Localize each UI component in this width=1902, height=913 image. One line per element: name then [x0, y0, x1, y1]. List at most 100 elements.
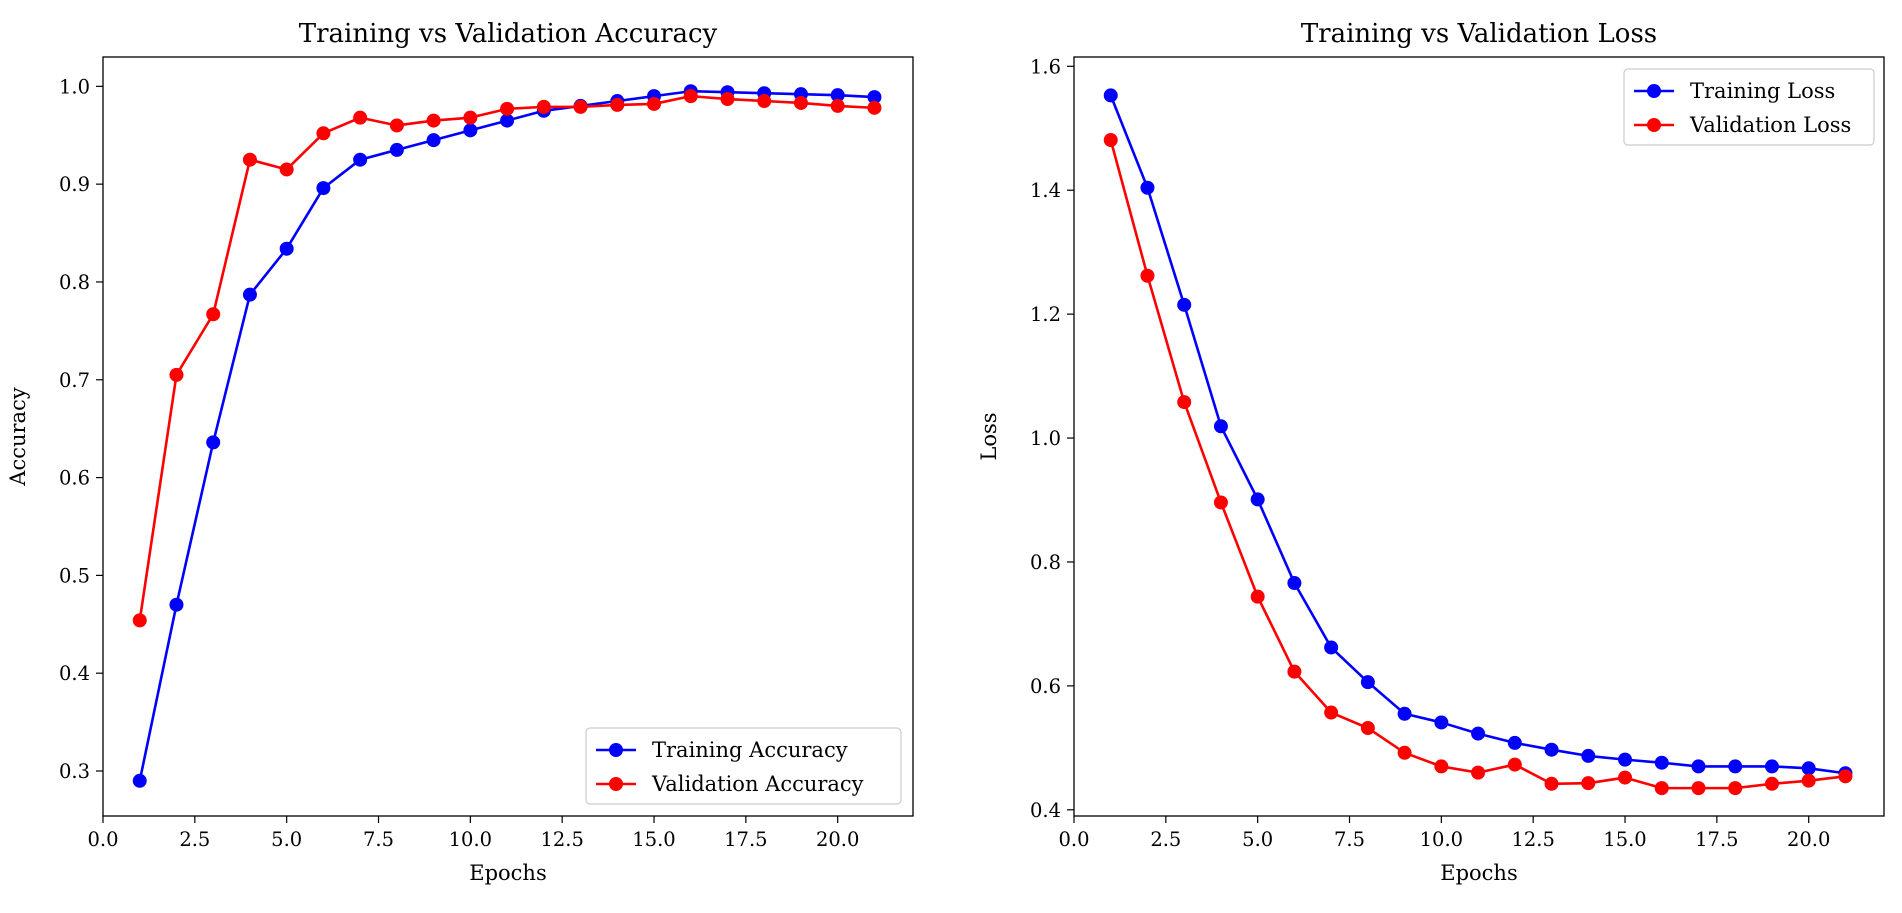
training-loss-legend-marker	[1647, 84, 1661, 98]
accuracy-x-axis-label: Epochs	[469, 861, 546, 885]
loss-plot-frame	[1073, 56, 1885, 817]
loss-y-tick-label: 1.4	[1030, 179, 1061, 202]
training-loss-point	[1360, 675, 1375, 690]
validation-loss-point	[1801, 773, 1816, 788]
training-loss-point	[1691, 759, 1706, 774]
loss-y-tick-label: 1.0	[1030, 427, 1061, 450]
validation-accuracy-point	[720, 92, 735, 107]
validation-loss-line	[1109, 139, 1846, 790]
validation-loss-point	[1250, 589, 1265, 604]
accuracy-legend: Training Accuracy Validation Accuracy	[585, 727, 902, 805]
validation-loss-point	[1434, 759, 1449, 774]
loss-chart-title: Training vs Validation Loss	[1301, 19, 1657, 49]
loss-x-tick-label: 17.5	[1695, 828, 1738, 851]
training-loss-point	[1287, 576, 1302, 591]
validation-accuracy-point	[242, 152, 257, 167]
accuracy-y-tick-label: 1.0	[59, 75, 90, 98]
loss-x-tick-label: 15.0	[1603, 828, 1646, 851]
validation-accuracy-line	[138, 94, 875, 621]
validation-loss-point	[1764, 776, 1779, 791]
validation-accuracy-point	[426, 113, 441, 128]
validation-loss-point	[1103, 133, 1118, 148]
validation-loss-point	[1360, 721, 1375, 736]
training-loss-point	[1397, 706, 1412, 721]
validation-accuracy-legend-label: Validation Accuracy	[651, 772, 864, 796]
training-loss-line	[1109, 94, 1846, 775]
training-loss-point	[1324, 640, 1339, 655]
accuracy-x-tick-label: 20.0	[816, 828, 859, 851]
training-loss-point	[1434, 715, 1449, 730]
validation-loss-point	[1140, 268, 1155, 283]
loss-y-tick-label: 0.4	[1030, 799, 1061, 822]
validation-accuracy-point	[279, 162, 294, 177]
validation-loss-point	[1324, 705, 1339, 720]
validation-loss-legend-marker	[1647, 118, 1661, 132]
training-accuracy-line	[138, 89, 875, 782]
validation-accuracy-point	[169, 367, 184, 382]
accuracy-x-tick-label: 17.5	[724, 828, 767, 851]
accuracy-x-tick-label: 10.0	[449, 828, 492, 851]
training-accuracy-point	[316, 181, 331, 196]
loss-x-tick-label: 5.0	[1242, 828, 1273, 851]
training-loss-point	[1801, 761, 1816, 776]
accuracy-x-tick-label: 5.0	[271, 828, 302, 851]
validation-accuracy-point	[132, 613, 147, 628]
validation-accuracy-point	[536, 99, 551, 114]
training-accuracy-point	[830, 88, 845, 103]
accuracy-chart-title: Training vs Validation Accuracy	[299, 19, 718, 49]
validation-loss-point	[1287, 664, 1302, 679]
training-loss-point	[1507, 735, 1522, 750]
validation-loss-point	[1581, 776, 1596, 791]
training-accuracy-point	[206, 435, 221, 450]
validation-accuracy-point	[353, 110, 368, 125]
validation-accuracy-point	[500, 101, 515, 116]
training-accuracy-legend-marker	[609, 743, 623, 757]
loss-y-tick-label: 0.8	[1030, 551, 1061, 574]
validation-loss-point	[1213, 495, 1228, 510]
accuracy-plot-frame	[102, 56, 914, 817]
training-loss-point	[1581, 748, 1596, 763]
accuracy-y-tick-label: 0.4	[59, 662, 90, 685]
training-accuracy-point	[169, 597, 184, 612]
training-accuracy-point	[500, 113, 515, 128]
loss-legend: Training Loss Validation Loss	[1623, 68, 1875, 146]
accuracy-legend-box	[585, 727, 902, 805]
training-accuracy-point	[132, 773, 147, 788]
validation-accuracy-point	[830, 98, 845, 113]
validation-loss-point	[1728, 781, 1743, 796]
validation-accuracy-point	[683, 89, 698, 104]
validation-accuracy-point	[647, 96, 662, 111]
validation-loss-point	[1471, 765, 1486, 780]
training-loss-point	[1728, 759, 1743, 774]
accuracy-x-tick-label: 2.5	[179, 828, 210, 851]
training-loss-point	[1618, 752, 1633, 767]
validation-accuracy-point	[389, 118, 404, 133]
training-accuracy-point	[353, 152, 368, 167]
training-loss-point	[1544, 742, 1559, 757]
loss-y-tick-label: 0.6	[1030, 675, 1061, 698]
accuracy-y-tick-label: 0.9	[59, 173, 90, 196]
training-loss-legend-label: Training Loss	[1690, 79, 1835, 103]
validation-accuracy-point	[793, 95, 808, 110]
validation-loss-legend-label: Validation Loss	[1689, 113, 1851, 137]
accuracy-y-tick-label: 0.6	[59, 467, 90, 490]
loss-legend-box	[1623, 68, 1875, 146]
validation-accuracy-point	[463, 110, 478, 125]
validation-loss-point	[1507, 757, 1522, 772]
loss-y-tick-label: 1.2	[1030, 303, 1061, 326]
validation-loss-point	[1397, 745, 1412, 760]
validation-loss-point	[1618, 770, 1633, 785]
training-accuracy-legend-label: Training Accuracy	[652, 738, 848, 762]
validation-loss-point	[1654, 781, 1669, 796]
training-loss-point	[1103, 88, 1118, 103]
accuracy-x-tick-label: 7.5	[363, 828, 394, 851]
loss-x-tick-label: 10.0	[1420, 828, 1463, 851]
loss-y-tick-label: 1.6	[1030, 55, 1061, 78]
validation-accuracy-point	[610, 97, 625, 112]
training-accuracy-point	[242, 287, 257, 302]
loss-y-axis-label: Loss	[977, 412, 1001, 460]
loss-x-tick-label: 2.5	[1150, 828, 1181, 851]
training-loss-point	[1177, 297, 1192, 312]
accuracy-y-tick-label: 0.7	[59, 369, 90, 392]
